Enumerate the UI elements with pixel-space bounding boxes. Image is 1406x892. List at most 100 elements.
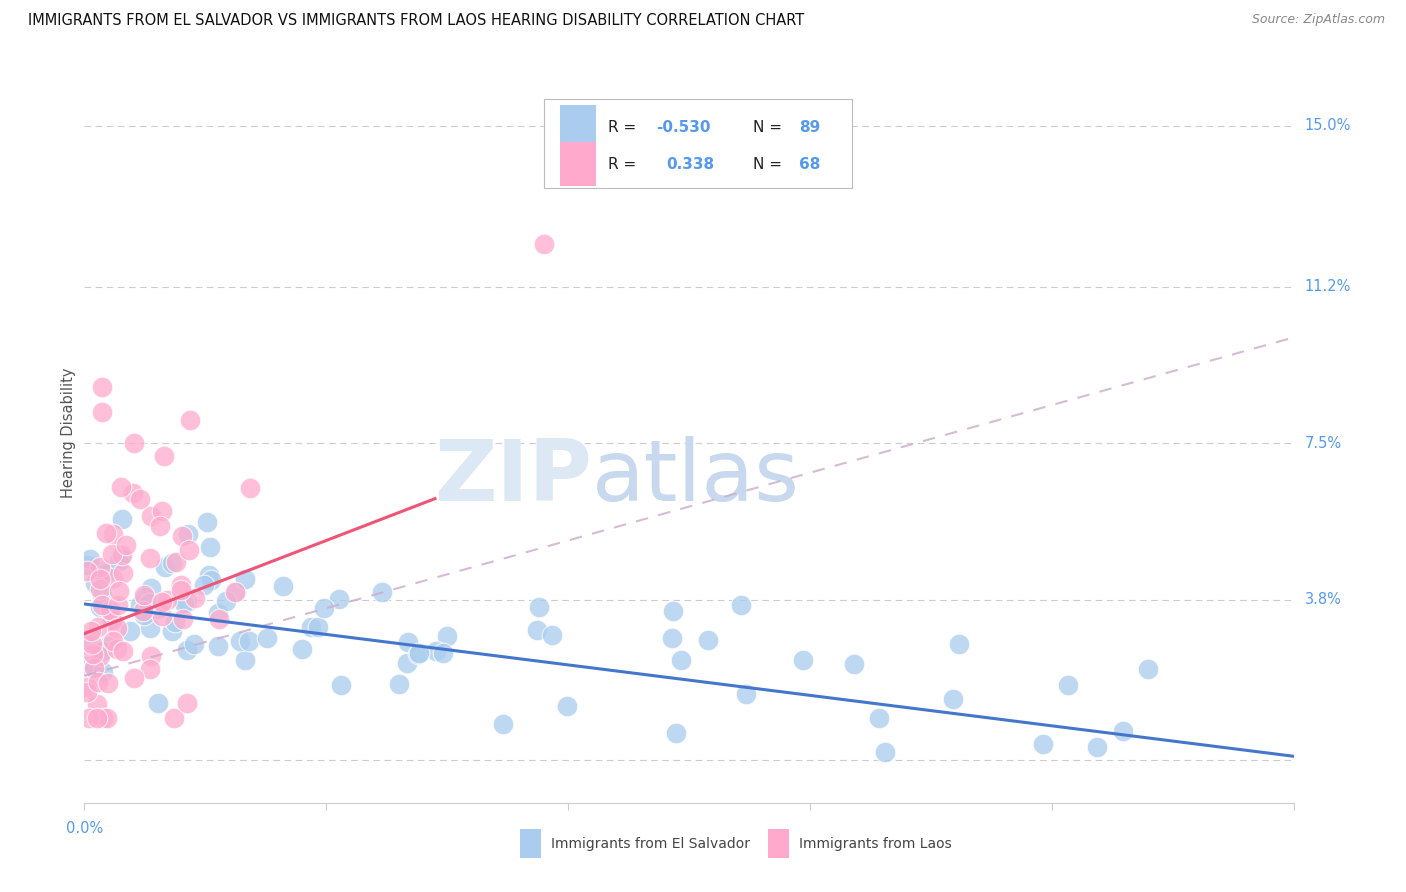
Point (103, 633, 125, 648)
Point (948, 637, 970, 651)
Point (103, 613, 125, 627)
Y-axis label: Hearing Disability: Hearing Disability (60, 368, 76, 498)
Point (328, 592, 350, 607)
Point (76, 558, 98, 573)
Point (93, 565, 115, 579)
Point (150, 503, 173, 517)
Text: 68: 68 (799, 157, 820, 172)
Point (697, 633, 720, 648)
Point (129, 598, 152, 612)
Point (146, 697, 169, 711)
Point (111, 644, 134, 658)
Point (942, 692, 965, 706)
Point (138, 662, 160, 676)
Point (96, 566, 118, 580)
Bar (520, 829, 541, 858)
Point (224, 585, 246, 599)
Point (195, 515, 218, 529)
Point (107, 554, 129, 568)
Point (540, 628, 562, 642)
Point (197, 568, 219, 582)
Point (120, 624, 142, 638)
Point (792, 653, 814, 667)
Point (170, 583, 193, 598)
Point (165, 615, 187, 629)
Point (89, 649, 111, 664)
Point (735, 687, 758, 701)
Text: ZIP: ZIP (434, 435, 592, 518)
Text: -0.530: -0.530 (657, 120, 711, 135)
Point (555, 699, 578, 714)
Point (408, 646, 430, 660)
Point (101, 571, 124, 585)
Point (79, 551, 101, 566)
Point (80, 637, 103, 651)
Point (111, 566, 134, 580)
Point (97, 639, 120, 653)
Point (527, 600, 550, 615)
Point (492, 716, 515, 731)
Point (173, 596, 195, 610)
Point (76, 680, 98, 694)
Point (83, 660, 105, 674)
Text: R =: R = (607, 157, 645, 172)
Point (238, 633, 260, 648)
Point (86, 698, 108, 712)
Point (149, 519, 172, 533)
Text: R =: R = (607, 120, 641, 135)
Point (101, 614, 124, 628)
Text: 89: 89 (799, 120, 820, 135)
Point (308, 620, 330, 634)
Text: atlas: atlas (592, 435, 800, 518)
Point (229, 634, 252, 648)
Point (233, 653, 256, 667)
Point (105, 642, 128, 657)
Point (842, 657, 865, 671)
Text: Source: ZipAtlas.com: Source: ZipAtlas.com (1251, 13, 1385, 27)
Point (388, 677, 411, 691)
Point (122, 486, 145, 500)
Point (91, 588, 114, 602)
Point (170, 529, 193, 543)
Point (91, 598, 114, 612)
Point (661, 631, 683, 645)
Point (77, 711, 100, 725)
Point (97, 676, 120, 690)
Bar (768, 829, 789, 858)
Point (152, 608, 174, 623)
Point (233, 572, 256, 586)
Point (91, 644, 114, 658)
Point (184, 591, 207, 606)
Point (86, 711, 108, 725)
Text: IMMIGRANTS FROM EL SALVADOR VS IMMIGRANTS FROM LAOS HEARING DISABILITY CORRELATI: IMMIGRANTS FROM EL SALVADOR VS IMMIGRANT… (28, 13, 804, 29)
Point (153, 449, 176, 463)
Text: N =: N = (754, 157, 787, 172)
Point (90, 404, 112, 418)
Point (122, 672, 145, 686)
Point (124, 436, 146, 450)
Point (432, 647, 454, 661)
Point (139, 508, 162, 523)
Point (84, 575, 107, 590)
Point (1112, 723, 1135, 738)
Point (103, 526, 125, 541)
Point (89, 559, 111, 574)
Point (156, 593, 179, 607)
Point (875, 745, 897, 759)
Point (105, 621, 128, 635)
Point (129, 491, 152, 506)
Text: 3.8%: 3.8% (1305, 592, 1341, 607)
Text: Immigrants from Laos: Immigrants from Laos (799, 837, 952, 850)
Point (273, 579, 295, 593)
Point (87, 620, 110, 634)
Point (669, 652, 692, 666)
Point (176, 527, 198, 541)
Point (93, 711, 115, 725)
Point (100, 547, 122, 561)
Point (170, 578, 193, 592)
Point (111, 548, 134, 562)
Point (172, 612, 194, 626)
Point (868, 711, 890, 725)
Point (96, 711, 118, 725)
Point (107, 599, 129, 613)
